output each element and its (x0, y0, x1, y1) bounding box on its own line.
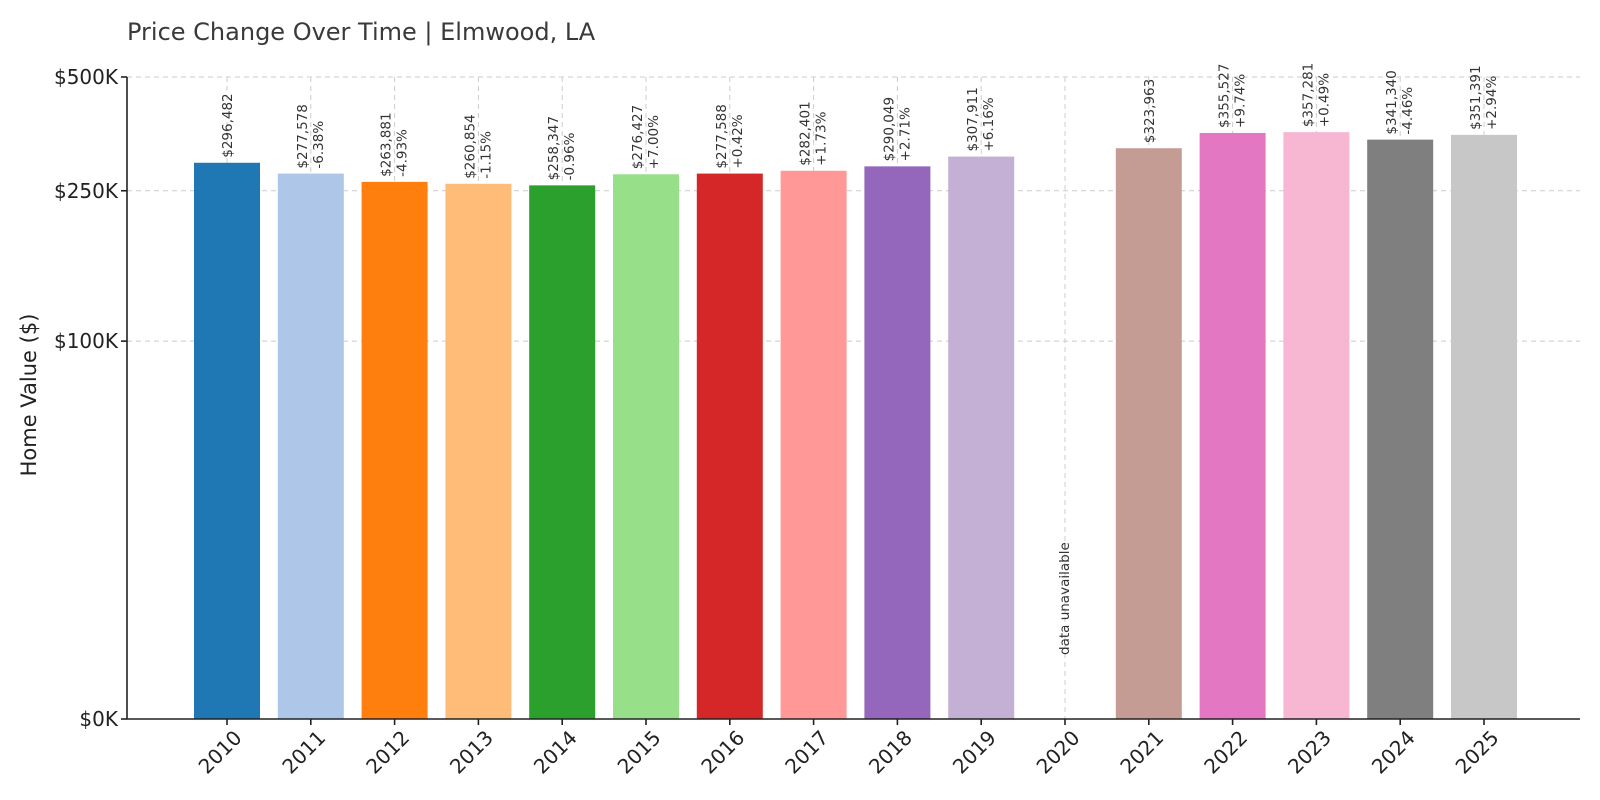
change-label: +1.73% (814, 111, 830, 165)
value-label: $323,963 (1142, 79, 1158, 143)
bar-2023 (1283, 132, 1350, 720)
x-tick-label: 2019 (948, 726, 1001, 779)
change-label: +2.71% (897, 107, 913, 161)
change-label: -4.93% (395, 129, 411, 177)
x-tick-label: 2025 (1451, 726, 1504, 779)
value-label: $282,401 (798, 101, 814, 165)
value-label: $357,281 (1300, 63, 1316, 127)
bar-2012 (361, 181, 428, 719)
change-label: +7.00% (646, 115, 662, 169)
grid-lines (127, 76, 1580, 719)
x-tick-label: 2011 (277, 726, 330, 779)
x-tick-label: 2021 (1115, 726, 1168, 779)
y-tick-label: $0K (79, 707, 118, 731)
value-label: $260,854 (462, 114, 478, 178)
bar-2013 (445, 183, 512, 720)
bar-2017 (780, 170, 847, 720)
x-tick-label: 2013 (445, 726, 498, 779)
y-tick-label: $500K (54, 65, 119, 89)
x-tick-label: 2014 (529, 726, 582, 779)
x-tick-label: 2023 (1283, 726, 1336, 779)
bar-2015 (613, 174, 679, 719)
bar-labels: $296,482 $277,578 -6.38% $263,881 -4.93% $260… (220, 63, 1500, 655)
value-label: $296,482 (220, 93, 236, 157)
value-label: $351,391 (1468, 65, 1484, 129)
x-tick-label: 2012 (361, 726, 414, 779)
change-label: +0.49% (1316, 73, 1332, 127)
change-label: +9.74% (1233, 74, 1249, 128)
value-label: $277,588 (714, 104, 730, 168)
y-tick-label: $250K (54, 179, 119, 203)
bars (194, 132, 1517, 720)
bar-2011 (277, 173, 344, 720)
change-label: +0.42% (730, 114, 746, 168)
value-label: $290,049 (881, 97, 897, 161)
value-label: $277,578 (295, 104, 311, 168)
value-label: $341,340 (1384, 70, 1400, 134)
bar-2025 (1451, 134, 1517, 719)
change-label: -6.38% (311, 121, 327, 169)
x-tick-label: 2022 (1199, 726, 1252, 779)
x-tick-label: 2020 (1032, 726, 1085, 779)
value-label: $355,527 (1217, 64, 1233, 128)
bar-2024 (1367, 139, 1434, 719)
y-axis-label: Home Value ($) (17, 314, 41, 477)
bar-2010 (194, 162, 260, 719)
change-label: -4.46% (1400, 87, 1416, 135)
missing-data-label: data unavailable (1057, 542, 1073, 655)
x-tick-label: 2018 (864, 726, 917, 779)
value-label: $263,881 (379, 112, 395, 176)
chart-title: Price Change Over Time | Elmwood, LA (127, 18, 596, 46)
x-tick-label: 2017 (780, 726, 833, 779)
bar-2019 (948, 156, 1015, 720)
value-label: $258,347 (546, 116, 562, 180)
x-tick-label: 2015 (613, 726, 666, 779)
bar-2021 (1115, 148, 1182, 719)
change-label: -0.96% (562, 132, 578, 180)
bar-2022 (1199, 132, 1266, 719)
x-tick-label: 2024 (1367, 726, 1420, 779)
value-label: $276,427 (630, 105, 646, 169)
change-label: +2.94% (1484, 76, 1500, 130)
bar-2016 (696, 173, 763, 720)
bar-2018 (864, 166, 931, 719)
y-tick-label: $100K (54, 329, 119, 353)
value-label: $307,911 (965, 87, 981, 151)
x-tick-label: 2010 (194, 726, 247, 779)
change-label: -1.15% (478, 131, 494, 179)
x-tick-label: 2016 (696, 726, 749, 779)
bar-2014 (529, 185, 596, 720)
change-label: +6.16% (981, 97, 997, 151)
